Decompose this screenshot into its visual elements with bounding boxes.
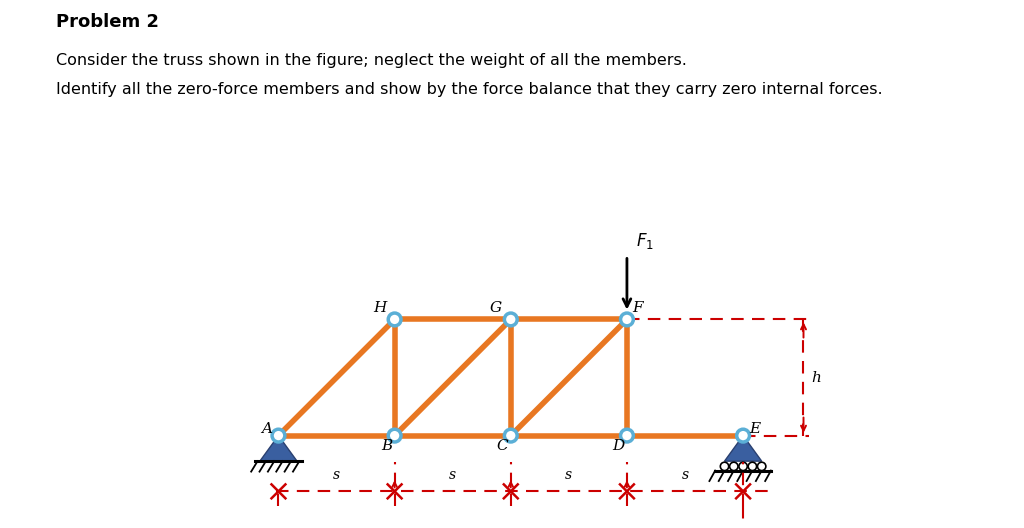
Text: Consider the truss shown in the figure; neglect the weight of all the members.: Consider the truss shown in the figure; …: [56, 53, 687, 68]
Text: B: B: [381, 439, 392, 453]
Text: D: D: [612, 439, 625, 453]
Circle shape: [505, 429, 517, 442]
Circle shape: [388, 429, 401, 442]
Text: $F_1$: $F_1$: [636, 231, 654, 251]
Text: H: H: [373, 301, 386, 315]
Circle shape: [758, 462, 766, 470]
Text: F: F: [632, 301, 643, 315]
Text: Problem 2: Problem 2: [56, 13, 160, 31]
Text: C: C: [497, 439, 509, 453]
Text: s: s: [333, 468, 340, 482]
Circle shape: [739, 462, 748, 470]
Circle shape: [505, 313, 517, 326]
Polygon shape: [260, 436, 297, 461]
Text: A: A: [261, 422, 272, 436]
Text: h: h: [812, 371, 821, 384]
Circle shape: [736, 429, 750, 442]
Circle shape: [720, 462, 729, 470]
Text: E: E: [750, 422, 760, 436]
Circle shape: [621, 429, 633, 442]
Text: G: G: [489, 301, 502, 315]
Circle shape: [272, 429, 285, 442]
Text: s: s: [450, 468, 457, 482]
Circle shape: [621, 313, 633, 326]
Polygon shape: [725, 436, 762, 461]
Circle shape: [749, 462, 757, 470]
Text: s: s: [565, 468, 572, 482]
Text: s: s: [681, 468, 688, 482]
Text: Identify all the zero-force members and show by the force balance that they carr: Identify all the zero-force members and …: [56, 82, 883, 97]
Circle shape: [388, 313, 401, 326]
Circle shape: [730, 462, 738, 470]
